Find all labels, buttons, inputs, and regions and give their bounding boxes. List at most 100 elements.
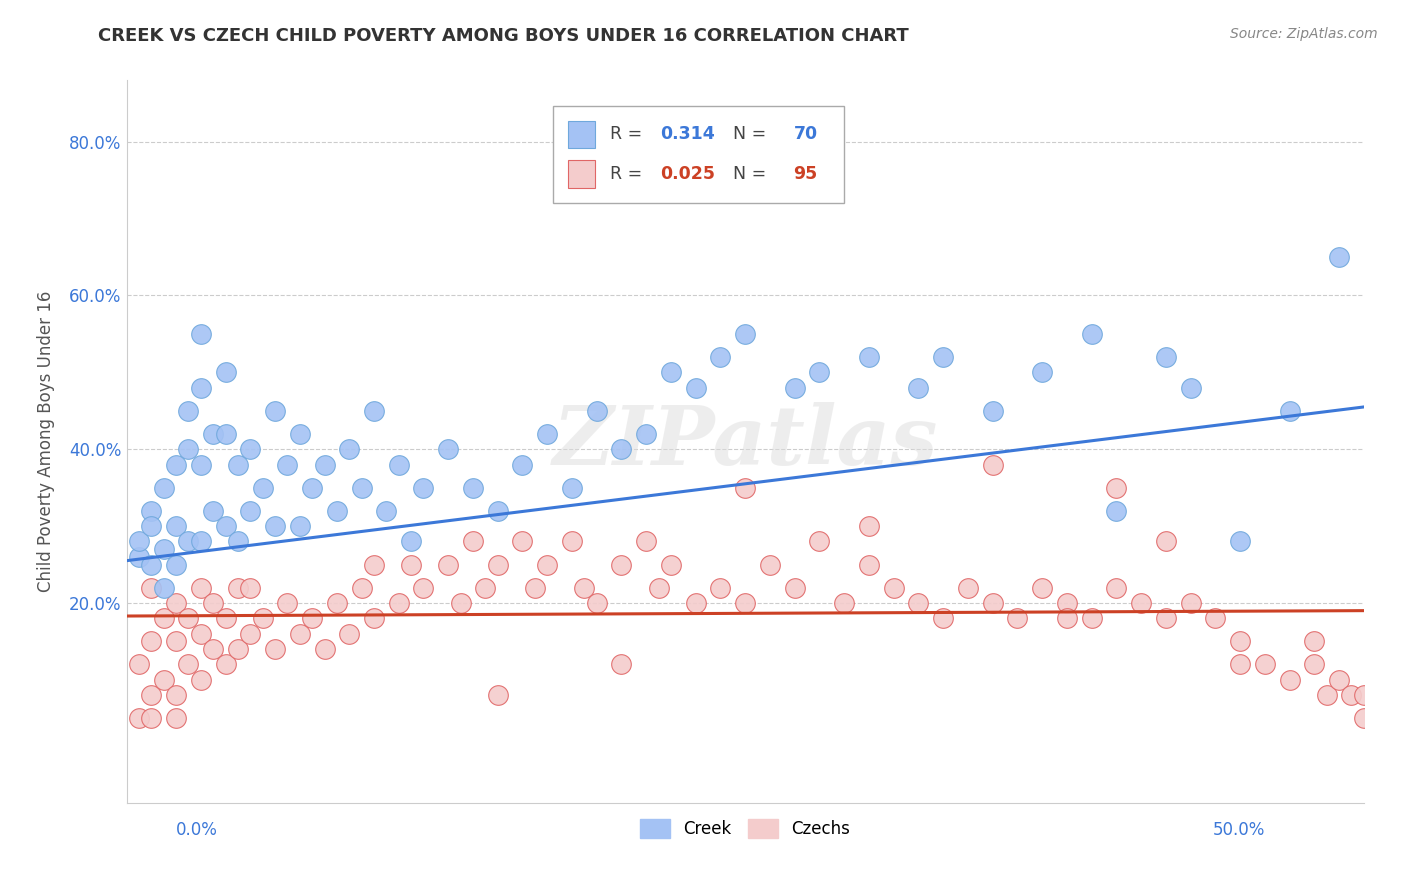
Point bbox=[512, 458, 534, 472]
Point bbox=[239, 581, 262, 595]
Point bbox=[165, 634, 187, 648]
Point bbox=[337, 626, 360, 640]
Point bbox=[214, 426, 236, 441]
Point bbox=[1080, 326, 1102, 341]
Point bbox=[561, 534, 583, 549]
Point bbox=[981, 404, 1004, 418]
Point bbox=[165, 711, 187, 725]
Point bbox=[314, 458, 336, 472]
Point bbox=[190, 326, 212, 341]
Point bbox=[412, 481, 434, 495]
Point bbox=[474, 581, 496, 595]
Point bbox=[264, 642, 287, 657]
Point bbox=[141, 504, 163, 518]
Point bbox=[337, 442, 360, 457]
Point bbox=[165, 688, 187, 702]
Point bbox=[276, 596, 298, 610]
Point bbox=[202, 642, 225, 657]
Point bbox=[388, 458, 411, 472]
Text: N =: N = bbox=[721, 165, 772, 183]
Point bbox=[783, 381, 806, 395]
Point bbox=[783, 581, 806, 595]
Point bbox=[1327, 250, 1350, 264]
Point bbox=[1154, 350, 1177, 364]
Point bbox=[202, 504, 225, 518]
Point bbox=[1316, 688, 1339, 702]
Point bbox=[363, 611, 385, 625]
Point bbox=[301, 611, 323, 625]
Point bbox=[523, 581, 546, 595]
Point bbox=[202, 426, 225, 441]
Point bbox=[226, 458, 249, 472]
Point bbox=[128, 711, 150, 725]
Point bbox=[1105, 504, 1128, 518]
Point bbox=[450, 596, 472, 610]
Point bbox=[141, 558, 163, 572]
Legend: Creek, Czechs: Creek, Czechs bbox=[633, 813, 858, 845]
Point bbox=[659, 365, 682, 379]
Text: R =: R = bbox=[610, 165, 648, 183]
Point bbox=[685, 381, 707, 395]
Text: 95: 95 bbox=[793, 165, 818, 183]
Point bbox=[141, 711, 163, 725]
Point bbox=[437, 442, 460, 457]
Point bbox=[907, 381, 929, 395]
Text: 50.0%: 50.0% bbox=[1213, 821, 1265, 838]
Point bbox=[226, 534, 249, 549]
Point bbox=[214, 519, 236, 533]
Point bbox=[685, 596, 707, 610]
Point bbox=[808, 534, 831, 549]
Point bbox=[214, 611, 236, 625]
Point bbox=[152, 481, 174, 495]
Point bbox=[610, 657, 633, 672]
Point bbox=[932, 611, 955, 625]
Point bbox=[177, 442, 200, 457]
Point bbox=[1130, 596, 1153, 610]
Point bbox=[536, 426, 558, 441]
Text: N =: N = bbox=[721, 126, 772, 144]
Point bbox=[375, 504, 398, 518]
Point bbox=[190, 673, 212, 687]
Point bbox=[202, 596, 225, 610]
Point bbox=[1303, 634, 1326, 648]
Point bbox=[1353, 711, 1375, 725]
Point bbox=[190, 581, 212, 595]
Point bbox=[276, 458, 298, 472]
Point bbox=[1278, 673, 1301, 687]
Point bbox=[190, 534, 212, 549]
Point bbox=[190, 458, 212, 472]
Text: CREEK VS CZECH CHILD POVERTY AMONG BOYS UNDER 16 CORRELATION CHART: CREEK VS CZECH CHILD POVERTY AMONG BOYS … bbox=[98, 27, 910, 45]
Point bbox=[734, 596, 756, 610]
Text: Source: ZipAtlas.com: Source: ZipAtlas.com bbox=[1230, 27, 1378, 41]
Point bbox=[152, 611, 174, 625]
Point bbox=[659, 558, 682, 572]
Point bbox=[647, 581, 669, 595]
FancyBboxPatch shape bbox=[568, 161, 596, 188]
Point bbox=[314, 642, 336, 657]
Point bbox=[1229, 634, 1251, 648]
Point bbox=[1204, 611, 1226, 625]
Point bbox=[437, 558, 460, 572]
Point bbox=[1353, 688, 1375, 702]
Text: 0.025: 0.025 bbox=[659, 165, 714, 183]
Point bbox=[1327, 673, 1350, 687]
Point bbox=[326, 504, 349, 518]
Point bbox=[832, 596, 855, 610]
Point bbox=[1105, 481, 1128, 495]
Point bbox=[636, 426, 658, 441]
Point bbox=[610, 558, 633, 572]
Point bbox=[165, 519, 187, 533]
Point bbox=[956, 581, 979, 595]
Point bbox=[152, 581, 174, 595]
Point bbox=[288, 426, 311, 441]
FancyBboxPatch shape bbox=[568, 120, 596, 148]
Text: 0.314: 0.314 bbox=[659, 126, 714, 144]
Point bbox=[264, 519, 287, 533]
Point bbox=[734, 481, 756, 495]
Point bbox=[907, 596, 929, 610]
Point bbox=[512, 534, 534, 549]
Point bbox=[1278, 404, 1301, 418]
FancyBboxPatch shape bbox=[554, 105, 844, 203]
Point bbox=[858, 519, 880, 533]
Point bbox=[152, 542, 174, 557]
